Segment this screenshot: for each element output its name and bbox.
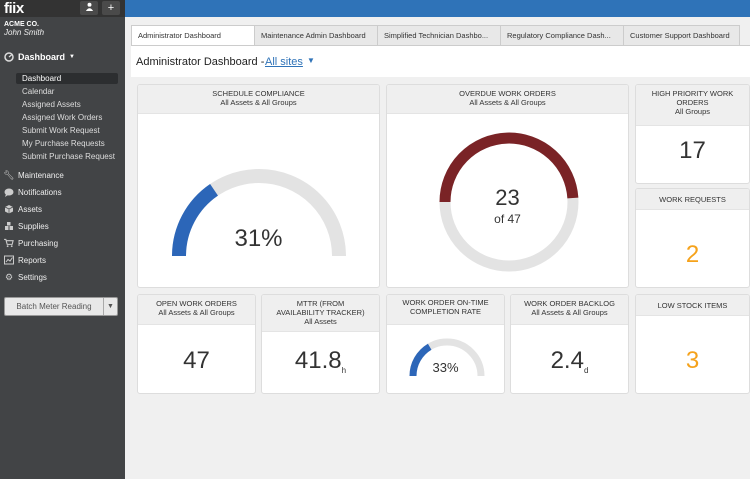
sidebar-item-settings[interactable]: ⚙ Settings [4,272,47,282]
backlog-value-wrap: 2.4d [511,347,628,375]
sidebar-item-label: Reports [18,255,47,265]
mttr-value: 41.8 [294,347,342,374]
card-title: OPEN WORK ORDERS [156,299,237,308]
work-order-backlog-card[interactable]: WORK ORDER BACKLOG All Assets & All Grou… [510,294,629,394]
sidebar-item-assets[interactable]: Assets [4,204,42,214]
sidebar-item-calendar[interactable]: Calendar [22,87,55,96]
sidebar-item-notifications[interactable]: Notifications [4,187,62,197]
wrench-icon: 🔧︎ [3,169,15,180]
on-time-gauge [409,338,485,377]
mttr-card[interactable]: MTTR (FROM AVAILABILITY TRACKER) All Ass… [261,294,380,394]
sidebar-item-label: Purchasing [18,238,59,248]
open-work-orders-value: 47 [183,347,210,374]
tab-regulatory-compliance-dashboard[interactable]: Regulatory Compliance Dash... [500,25,624,45]
dashboard-icon [4,52,14,62]
tab-maintenance-admin-dashboard[interactable]: Maintenance Admin Dashboard [254,25,378,45]
card-title: HIGH PRIORITY WORK ORDERS [651,89,734,107]
sidebar-item-assigned-assets[interactable]: Assigned Assets [22,100,81,109]
sidebar-item-reports[interactable]: Reports [4,255,46,265]
low-stock-items-card[interactable]: LOW STOCK ITEMS 3 [635,294,750,394]
open-work-orders-card[interactable]: OPEN WORK ORDERS All Assets & All Groups… [137,294,256,394]
tab-customer-support-dashboard[interactable]: Customer Support Dashboard [623,25,740,45]
card-title: MTTR (FROM AVAILABILITY TRACKER) [276,299,365,317]
sidebar-item-label: Assets [18,204,43,214]
ring-fill [439,132,579,203]
overdue-count: 23 [495,185,520,210]
box-icon [4,204,14,214]
sidebar: ACME CO. John Smith Dashboard ▼ Dashboar… [0,17,125,479]
site-selector[interactable]: All sites [265,56,303,68]
card-title: LOW STOCK ITEMS [657,301,728,310]
sidebar-item-submit-purchase-request[interactable]: Submit Purchase Request [22,152,115,161]
backlog-unit: d [583,366,589,375]
sidebar-item-supplies[interactable]: Supplies [4,221,49,231]
chat-bubble-icon [4,187,14,197]
chevron-down-icon[interactable]: ▼ [103,298,117,315]
page-title: Administrator Dashboard - [136,56,265,68]
chevron-down-icon: ▼ [69,54,75,60]
top-bar: fiix + [0,0,750,17]
sidebar-item-label: Maintenance [18,170,64,180]
sidebar-item-label: Notifications [18,187,62,197]
overdue-total: of 47 [494,212,521,226]
card-title: WORK ORDER ON-TIME COMPLETION RATE [402,298,489,316]
mttr-value-wrap: 41.8h [262,347,379,375]
batch-meter-reading-button[interactable]: Batch Meter Reading ▼ [4,297,118,316]
dashboard-menu-label: Dashboard [18,52,66,62]
high-priority-work-orders-card[interactable]: HIGH PRIORITY WORK ORDERS All Groups 17 [635,84,750,184]
tab-simplified-technician-dashboard[interactable]: Simplified Technician Dashbo... [377,25,501,45]
backlog-value: 2.4 [550,347,584,374]
card-title: SCHEDULE COMPLIANCE [212,89,305,98]
supplies-icon [4,221,14,231]
cart-icon [4,238,14,248]
overdue-ring-chart [439,132,579,272]
tab-administrator-dashboard[interactable]: Administrator Dashboard [131,25,255,46]
dashboard-menu[interactable]: Dashboard ▼ [4,52,75,62]
card-subtitle: All Assets & All Groups [469,98,546,107]
sidebar-item-label: Supplies [18,221,49,231]
work-requests-card[interactable]: WORK REQUESTS 2 [635,188,750,288]
gear-icon: ⚙ [4,271,14,282]
sidebar-item-my-purchase-requests[interactable]: My Purchase Requests [22,139,105,148]
overdue-work-orders-card[interactable]: OVERDUE WORK ORDERS All Assets & All Gro… [386,84,629,288]
card-subtitle: All Assets & All Groups [531,308,608,317]
card-subtitle: All Groups [674,107,710,116]
user-name: John Smith [4,28,45,37]
card-title: OVERDUE WORK ORDERS [459,89,556,98]
card-subtitle: All Assets & All Groups [220,98,297,107]
schedule-compliance-card[interactable]: SCHEDULE COMPLIANCE All Assets & All Gro… [137,84,380,288]
chart-icon [4,255,14,265]
card-subtitle: All Assets [304,317,337,326]
on-time-value: 33% [432,360,459,375]
batch-meter-reading-label: Batch Meter Reading [16,302,92,311]
sidebar-item-purchasing[interactable]: Purchasing [4,238,58,248]
gauge-fill [409,343,432,377]
card-title: WORK REQUESTS [659,195,726,204]
dashboard-tabs: Administrator Dashboard Maintenance Admi… [131,25,740,46]
sidebar-item-assigned-work-orders[interactable]: Assigned Work Orders [22,113,103,122]
sidebar-item-label: Settings [18,272,47,282]
work-requests-value: 2 [685,241,700,268]
gauge-fill [172,184,219,257]
sidebar-item-submit-work-request[interactable]: Submit Work Request [22,126,100,135]
company-name: ACME CO. [4,21,39,28]
schedule-compliance-gauge [172,169,346,257]
plus-icon[interactable]: + [102,1,120,15]
user-icon[interactable] [80,1,98,15]
card-subtitle: All Assets & All Groups [158,308,235,317]
low-stock-value: 3 [685,347,700,374]
mttr-unit: h [341,366,347,375]
on-time-completion-card[interactable]: WORK ORDER ON-TIME COMPLETION RATE 33% [386,294,505,394]
schedule-compliance-value: 31% [234,225,283,252]
high-priority-value: 17 [679,137,706,164]
dashboard-header: Administrator Dashboard - All sites ▼ [131,45,750,77]
chevron-down-icon[interactable]: ▼ [307,56,315,65]
sidebar-item-maintenance[interactable]: 🔧︎ Maintenance [3,169,64,180]
sidebar-item-dashboard[interactable]: Dashboard [16,73,118,84]
card-title: WORK ORDER BACKLOG [524,299,615,308]
